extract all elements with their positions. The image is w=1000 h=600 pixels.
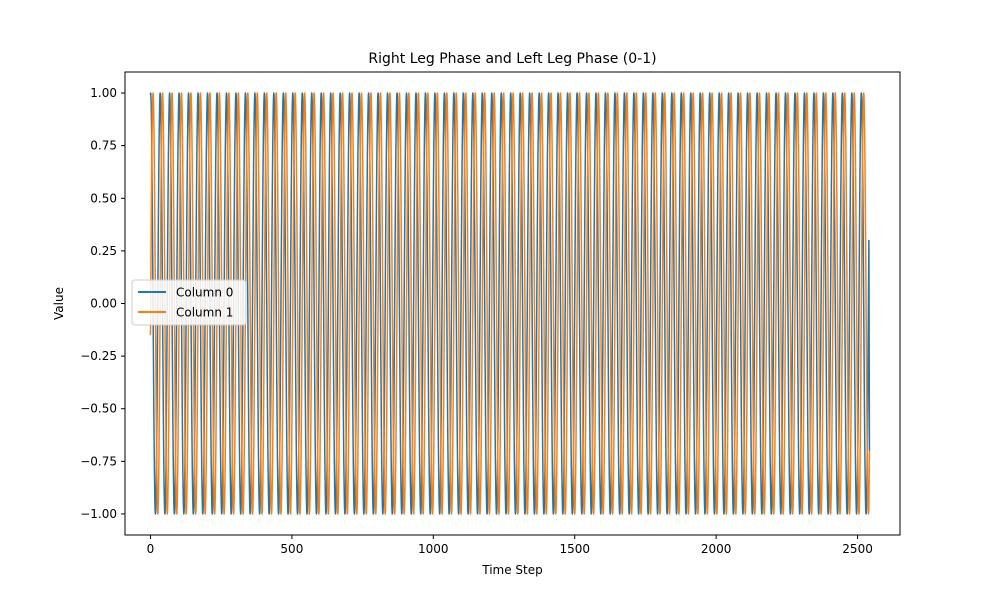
- x-axis-label: Time Step: [481, 563, 543, 577]
- y-tick-label: 0.75: [90, 139, 117, 153]
- y-tick-label: −0.50: [80, 402, 117, 416]
- chart-title: Right Leg Phase and Left Leg Phase (0-1): [368, 51, 656, 67]
- x-tick-label: 1000: [418, 542, 449, 556]
- y-axis-label: Value: [52, 287, 66, 320]
- y-tick-label: −0.75: [80, 454, 117, 468]
- legend-label-column-1: Column 1: [176, 306, 233, 320]
- x-tick-label: 500: [280, 542, 303, 556]
- legend: Column 0 Column 1: [131, 279, 247, 326]
- y-axis: −1.00 −0.75 −0.50 −0.25 0.00 0.25 0.50 0.75 1.00: [80, 86, 125, 521]
- x-tick-label: 2500: [842, 542, 873, 556]
- x-axis: 0 500 1000 1500 2000 2500: [147, 535, 873, 556]
- x-tick-label: 2000: [701, 542, 732, 556]
- y-tick-label: 1.00: [90, 86, 117, 100]
- y-tick-label: 0.50: [90, 191, 117, 205]
- y-tick-label: −1.00: [80, 507, 117, 521]
- x-tick-label: 1500: [559, 542, 590, 556]
- legend-label-column-0: Column 0: [176, 286, 233, 300]
- y-tick-label: −0.25: [80, 349, 117, 363]
- y-tick-label: 0.25: [90, 244, 117, 258]
- series-line-column-1: [149, 92, 871, 515]
- y-tick-label: 0.00: [90, 297, 117, 311]
- x-tick-label: 0: [147, 542, 155, 556]
- series-layer: [149, 92, 871, 515]
